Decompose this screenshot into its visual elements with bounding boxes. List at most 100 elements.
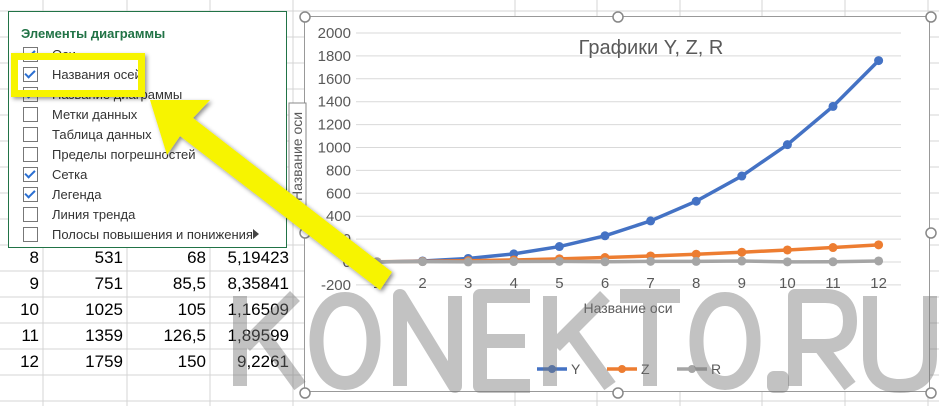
x-tick-label: 10 (779, 275, 796, 292)
x-tick-label: 11 (825, 275, 841, 292)
data-point (463, 257, 473, 267)
checkbox[interactable] (23, 106, 38, 122)
cell[interactable]: 9,2261 (237, 352, 289, 371)
data-point (828, 101, 838, 111)
x-tick-label: 5 (555, 275, 563, 292)
checkbox[interactable] (23, 66, 38, 82)
x-tick-label: 4 (510, 275, 518, 292)
data-point (691, 196, 701, 206)
checkbox[interactable] (23, 166, 38, 182)
data-point (600, 257, 610, 267)
x-tick-label: 8 (692, 275, 700, 292)
cell[interactable]: 10 (20, 300, 39, 319)
cell[interactable]: 531 (94, 248, 123, 267)
chart-element-option[interactable]: Названия осей (23, 64, 273, 84)
option-label: Метки данных (52, 106, 138, 122)
highlight-box (11, 53, 145, 97)
resize-handle[interactable] (925, 11, 937, 23)
cell[interactable]: 12 (20, 352, 39, 371)
data-point (874, 256, 884, 266)
chart-element-option[interactable]: Полосы повышения и понижения (23, 224, 273, 244)
chart-element-option[interactable]: Метки данных (23, 104, 273, 124)
cell[interactable]: 1,89599 (227, 326, 289, 345)
option-label: Линия тренда (52, 206, 136, 222)
cell[interactable]: 1025 (85, 300, 123, 319)
checkbox[interactable] (23, 206, 38, 222)
resize-handle[interactable] (299, 387, 311, 399)
resize-handle[interactable] (925, 227, 937, 239)
legend-marker (688, 365, 696, 373)
cell[interactable]: 11 (21, 326, 39, 345)
data-point (372, 257, 382, 267)
chart-element-option[interactable]: Линия тренда (23, 204, 273, 224)
chart-title: Графики Y, Z, R (579, 37, 724, 59)
cell[interactable]: 1,16509 (227, 300, 289, 319)
y-tick-label: 2000 (318, 25, 351, 42)
resize-handle[interactable] (612, 387, 624, 399)
data-point (828, 243, 838, 253)
cell[interactable]: 1359 (85, 326, 123, 345)
series-line-Y (376, 59, 880, 264)
option-label: Пределы погрешностей (52, 146, 196, 162)
chart-element-option[interactable]: Пределы погрешностей (23, 144, 273, 164)
cell[interactable]: 9 (29, 274, 39, 293)
y-tick-label: 1600 (318, 71, 351, 88)
chart-element-option[interactable]: Сетка (23, 164, 273, 184)
checkbox[interactable] (23, 146, 38, 162)
legend-label: Y (571, 361, 581, 377)
x-tick-label: 7 (646, 275, 654, 292)
resize-handle[interactable] (925, 387, 937, 399)
cell[interactable]: 1759 (85, 352, 123, 371)
data-point (737, 247, 747, 257)
y-tick-label: 0 (343, 254, 351, 271)
data-point (600, 231, 610, 241)
chart-elements-popup: Элементы диаграммы Оси Названия осей Назва… (8, 11, 287, 248)
checkbox[interactable] (23, 186, 38, 202)
data-point (691, 256, 701, 266)
legend-marker (618, 365, 626, 373)
y-tick-label: 800 (326, 162, 351, 179)
resize-handle[interactable] (612, 11, 624, 23)
series-line-Z (376, 243, 879, 264)
data-point (828, 257, 838, 267)
option-label: Названия осей (52, 66, 142, 82)
checkbox[interactable] (23, 226, 38, 242)
data-point (782, 245, 792, 255)
series-line-R (376, 259, 879, 264)
chart-element-option[interactable]: Легенда (23, 184, 273, 204)
y-tick-label: 200 (326, 231, 351, 248)
y-tick-label: 1200 (318, 117, 351, 134)
data-point (509, 257, 519, 267)
cell[interactable]: 150 (177, 352, 206, 371)
cell[interactable]: 105 (177, 300, 206, 319)
submenu-arrow-icon[interactable] (253, 229, 259, 239)
cell[interactable]: 8 (29, 248, 39, 267)
x-tick-label: 6 (601, 275, 609, 292)
data-point (691, 249, 701, 259)
chart[interactable]: -200 0 200 400 600 800 1000 1200 1400 1600 1800 200… (288, 11, 937, 399)
chart-element-option[interactable]: Таблица данных (23, 124, 273, 144)
resize-handle[interactable] (299, 11, 311, 23)
data-point (874, 56, 884, 66)
cell[interactable]: 751 (94, 274, 123, 293)
data-point (554, 242, 564, 252)
data-point (782, 257, 792, 267)
x-tick-label: 1 (373, 275, 381, 292)
x-axis-title: Название оси (583, 300, 672, 316)
checkbox[interactable] (23, 126, 38, 142)
option-label: Полосы повышения и понижения (52, 226, 253, 242)
option-label: Таблица данных (52, 126, 152, 142)
data-point (782, 140, 792, 150)
x-tick-label: 12 (870, 275, 887, 292)
y-tick-label: 400 (326, 208, 351, 225)
option-label: Легенда (52, 186, 102, 202)
data-point (646, 216, 656, 226)
data-point (646, 256, 656, 266)
resize-handle[interactable] (299, 227, 311, 239)
data-point (418, 257, 428, 267)
data-point (737, 256, 747, 266)
data-point (554, 256, 564, 266)
legend-label: Z (641, 361, 650, 377)
y-tick-label: -200 (321, 277, 351, 294)
cell[interactable]: 126,5 (163, 326, 206, 345)
